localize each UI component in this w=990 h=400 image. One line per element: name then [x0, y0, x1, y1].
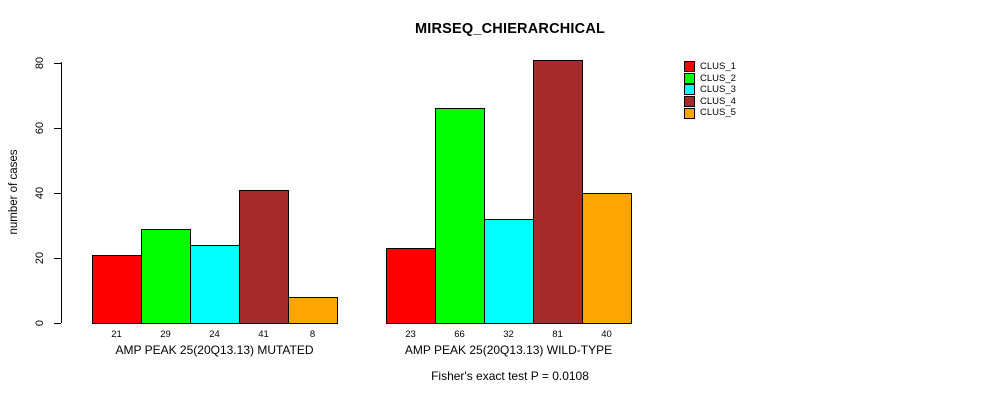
- bar-value-label: 32: [503, 329, 514, 340]
- legend-item-clus_3: CLUS_3: [684, 84, 736, 96]
- legend-swatch-icon: [684, 72, 695, 84]
- legend-swatch-icon: [684, 96, 695, 108]
- bar-value-label: 21: [111, 329, 122, 340]
- legend-label: CLUS_4: [700, 95, 736, 107]
- legend-label: CLUS_1: [700, 61, 736, 72]
- y-axis-line: [61, 62, 62, 323]
- bar-value-label: 29: [160, 329, 171, 340]
- bar-value-label: 40: [601, 329, 612, 340]
- bar-value-label: 23: [405, 329, 416, 340]
- legend: CLUS_1 CLUS_2 CLUS_3 CLUS_4 CLUS_5: [684, 61, 736, 119]
- bar-clus_2-group1: [141, 229, 191, 324]
- legend-item-clus_5: CLUS_5: [684, 107, 736, 119]
- bar-clus_3-group2: [484, 219, 534, 324]
- y-axis-tick-label: 60: [34, 121, 46, 135]
- bar-clus_1-group2: [386, 248, 436, 324]
- bar-value-label: 8: [309, 329, 316, 340]
- bar-value-label: 41: [258, 329, 269, 340]
- bar-clus_4-group2: [533, 60, 583, 324]
- bar-value-label: 24: [209, 329, 220, 340]
- legend-label: CLUS_3: [700, 84, 736, 96]
- y-axis-tick: [54, 257, 61, 259]
- y-axis-label: number of cases: [8, 149, 20, 235]
- legend-label: CLUS_5: [700, 107, 736, 119]
- legend-item-clus_2: CLUS_2: [684, 73, 736, 85]
- fisher-test-annotation: Fisher's exact test P = 0.0108: [431, 369, 589, 383]
- bar-clus_3-group1: [190, 245, 240, 324]
- bar-clus_5-group1: [288, 297, 338, 324]
- bar-clus_5-group2: [582, 193, 632, 324]
- y-axis-tick-label: 40: [34, 186, 46, 200]
- legend-swatch-icon: [684, 107, 695, 119]
- bar-clus_4-group1: [239, 190, 289, 324]
- chart-title: MIRSEQ_CHIERARCHICAL: [414, 21, 606, 37]
- legend-swatch-icon: [684, 84, 695, 96]
- y-axis-tick: [54, 127, 61, 129]
- bar-clus_1-group1: [92, 255, 142, 324]
- y-axis-tick-label: 0: [34, 319, 46, 327]
- legend-item-clus_4: CLUS_4: [684, 96, 736, 108]
- y-axis-tick: [54, 192, 61, 194]
- legend-item-clus_1: CLUS_1: [684, 61, 736, 73]
- y-axis-tick-label: 20: [34, 251, 46, 265]
- y-axis-tick: [54, 322, 61, 324]
- bar-value-label: 81: [552, 329, 563, 340]
- legend-swatch-icon: [684, 61, 695, 73]
- y-axis-tick: [54, 62, 61, 64]
- group-label: AMP PEAK 25(20Q13.13) WILD-TYPE: [404, 343, 613, 357]
- group-label: AMP PEAK 25(20Q13.13) MUTATED: [115, 343, 314, 357]
- y-axis-tick-label: 80: [34, 56, 46, 70]
- bar-value-label: 66: [454, 329, 465, 340]
- bar-clus_2-group2: [435, 108, 485, 324]
- legend-label: CLUS_2: [700, 72, 736, 84]
